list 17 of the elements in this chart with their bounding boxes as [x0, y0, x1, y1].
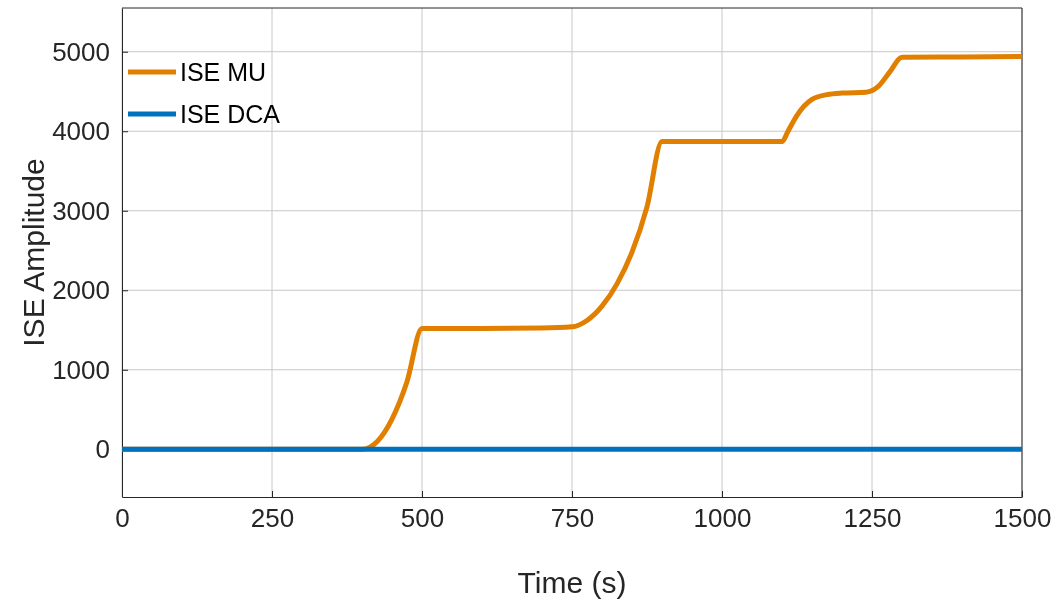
x-tick-label: 250	[250, 503, 295, 534]
y-tick-label: 2000	[52, 275, 110, 306]
x-tick-label: 500	[400, 503, 445, 534]
y-tick-label: 3000	[52, 195, 110, 226]
x-tick-label: 1000	[693, 503, 752, 534]
y-axis-title: ISE Amplitude	[17, 158, 50, 347]
x-tick-label: 0	[115, 503, 130, 534]
y-tick-label: 4000	[52, 116, 110, 147]
y-tick-label: 0	[95, 434, 110, 465]
y-tick-label: 1000	[52, 354, 110, 385]
legend-label: ISE DCA	[180, 100, 281, 128]
legend-label: ISE MU	[180, 58, 267, 86]
x-tick-label: 1500	[993, 503, 1052, 534]
x-axis-title: Time (s)	[517, 566, 627, 599]
y-tick-label: 5000	[52, 36, 110, 67]
x-tick-label: 1250	[843, 503, 902, 534]
x-tick-label: 750	[550, 503, 595, 534]
